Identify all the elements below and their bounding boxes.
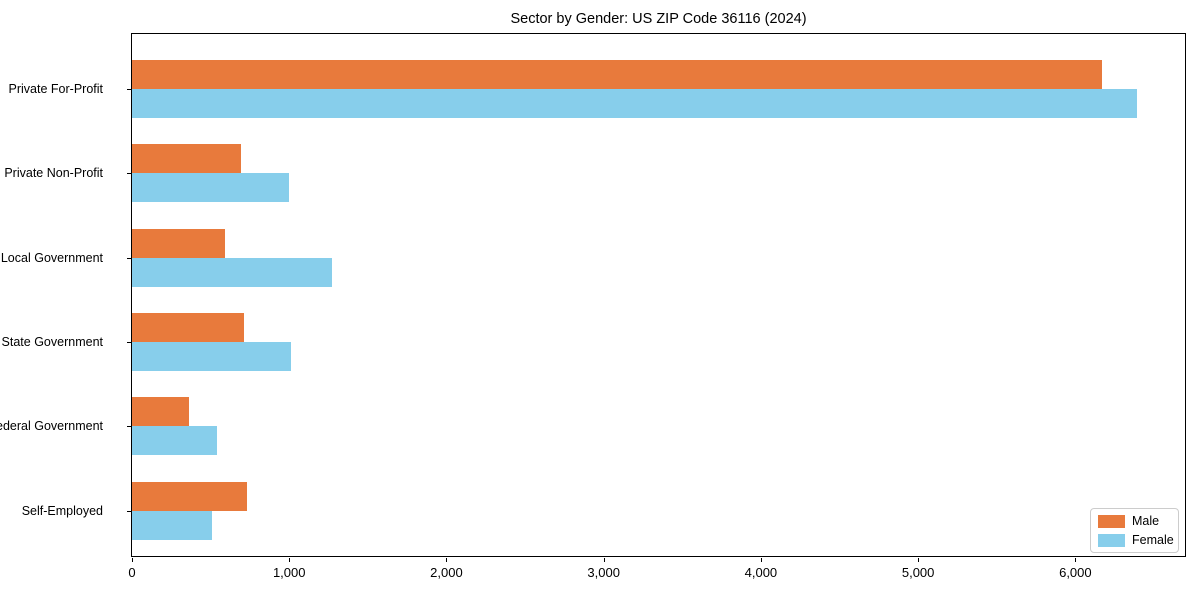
legend-swatch-female	[1098, 533, 1125, 547]
bar-female	[132, 257, 332, 287]
x-tick-mark	[132, 558, 133, 562]
bar-female	[132, 341, 291, 371]
x-tick-mark	[446, 558, 448, 562]
x-tick-label: 0	[128, 565, 136, 580]
x-tick-mark	[603, 558, 605, 562]
y-tick-mark	[127, 257, 131, 259]
y-tick-mark	[127, 173, 131, 175]
bar-female	[132, 173, 290, 203]
y-tick-mark	[127, 341, 131, 343]
y-tick-label: Federal Government	[0, 419, 103, 434]
y-tick-mark	[127, 426, 131, 428]
y-tick-label: Private Non-Profit	[4, 166, 103, 181]
x-tick-mark	[760, 558, 762, 562]
x-tick-label: 3,000	[587, 565, 620, 580]
legend-label: Male	[1132, 514, 1160, 528]
bar-male	[132, 312, 244, 342]
bar-male	[132, 60, 1103, 89]
legend-label: Female	[1132, 533, 1174, 547]
legend: Male Female	[1090, 508, 1179, 553]
legend-entry: Male	[1098, 514, 1171, 528]
y-tick-label: Private For-Profit	[8, 82, 103, 96]
legend-entry: Female	[1098, 533, 1174, 547]
x-tick-label: 2,000	[430, 565, 463, 580]
x-tick-label: 6,000	[1059, 565, 1092, 580]
bar-male	[132, 397, 189, 427]
x-tick-label: 5,000	[901, 565, 935, 580]
bar-female	[132, 426, 217, 456]
x-tick-mark	[1075, 558, 1077, 562]
y-tick-label: State Government	[1, 334, 103, 349]
bar-male	[132, 144, 241, 174]
plot-area: Private For-Profit Private Non-Profit Loca…	[0, 33, 1186, 580]
x-tick-mark	[289, 558, 291, 562]
bar-female	[132, 510, 213, 540]
bar-female	[132, 89, 1137, 118]
x-tick-label: 1,000	[272, 565, 306, 580]
legend-swatch-male	[1098, 514, 1125, 528]
y-tick-label: Local Government	[0, 250, 103, 265]
y-tick-mark	[127, 510, 131, 512]
y-tick-mark	[127, 89, 131, 90]
x-tick-mark	[918, 558, 920, 562]
bar-male	[132, 228, 225, 258]
y-tick-label: Self-Employed	[21, 503, 103, 518]
x-tick-label: 4,000	[744, 565, 778, 580]
bar-male	[132, 481, 247, 511]
chart-title: Sector by Gender: US ZIP Code 36116 (202…	[510, 11, 807, 27]
